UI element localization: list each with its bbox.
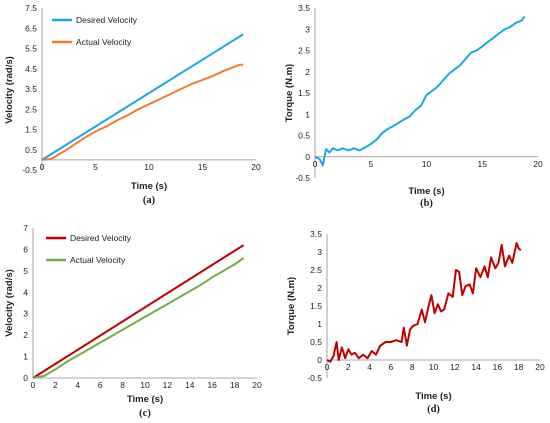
x-tick-label: 10 bbox=[429, 362, 439, 372]
y-axis-label: Velocity (rad/s) bbox=[4, 56, 15, 124]
x-axis-label: Time (s) bbox=[131, 181, 167, 192]
y-tick-label: -0.5 bbox=[22, 165, 37, 175]
x-tick-label: 6 bbox=[389, 362, 394, 372]
y-tick-label: 0 bbox=[305, 152, 310, 162]
x-tick-label: 4 bbox=[367, 362, 372, 372]
series-line-0 bbox=[32, 244, 245, 379]
y-tick-label: 3.5 bbox=[310, 229, 322, 239]
x-tick-label: 18 bbox=[514, 362, 524, 372]
y-tick-label: 0 bbox=[317, 355, 322, 365]
figure-caption: (c) bbox=[139, 408, 151, 419]
figure-caption: (d) bbox=[427, 404, 440, 415]
y-tick-label: 3 bbox=[317, 247, 322, 257]
y-axis-label: Torque (N.m) bbox=[284, 64, 295, 122]
x-axis-label: Time (s) bbox=[415, 391, 451, 402]
x-tick-label: 0 bbox=[40, 162, 45, 172]
x-tick-label: 5 bbox=[368, 159, 373, 169]
series-line-1 bbox=[32, 257, 245, 379]
y-tick-label: 3 bbox=[23, 309, 28, 319]
x-tick-label: 18 bbox=[230, 380, 240, 390]
x-tick-label: 8 bbox=[410, 362, 415, 372]
x-tick-label: 0 bbox=[31, 380, 36, 390]
x-tick-label: 14 bbox=[471, 362, 481, 372]
y-tick-label: -0.5 bbox=[295, 173, 310, 183]
y-tick-label: 7.5 bbox=[25, 3, 37, 13]
figure-caption: (a) bbox=[143, 195, 156, 206]
x-tick-label: 2 bbox=[53, 380, 58, 390]
x-axis-label: Time (s) bbox=[408, 186, 444, 197]
y-tick-label: 3.5 bbox=[25, 84, 37, 94]
y-tick-label: 6.5 bbox=[25, 23, 37, 33]
y-tick-label: 7 bbox=[23, 223, 28, 233]
x-axis-label: Time (s) bbox=[127, 394, 163, 405]
legend-label: Desired Velocity bbox=[70, 233, 132, 243]
x-tick-label: 20 bbox=[252, 380, 262, 390]
y-tick-label: 4.5 bbox=[25, 64, 37, 74]
chart-0: 0 5 10 15 20 -0.5 0.5 1.5 2.5 3.5 4.5 5.5 6.5 7.5 Time… bbox=[4, 3, 261, 206]
series-line-1 bbox=[41, 63, 244, 161]
y-tick-label: 0 bbox=[23, 373, 28, 383]
y-axis-label: Velocity (rad/s) bbox=[4, 269, 15, 337]
x-tick-label: 4 bbox=[75, 380, 80, 390]
y-tick-label: 1.5 bbox=[25, 125, 37, 135]
y-tick-label: 6 bbox=[23, 244, 28, 254]
y-tick-label: 5 bbox=[23, 266, 28, 276]
legend-label: Actual Velocity bbox=[70, 255, 126, 265]
x-tick-label: 2 bbox=[346, 362, 351, 372]
x-tick-label: 0 bbox=[325, 362, 330, 372]
y-tick-label: 0.5 bbox=[25, 145, 37, 155]
y-tick-label: 0.5 bbox=[310, 337, 322, 347]
x-tick-label: 12 bbox=[163, 380, 173, 390]
y-axis-label: Torque (N.m) bbox=[286, 277, 297, 335]
x-tick-label: 10 bbox=[144, 162, 154, 172]
y-tick-label: 2 bbox=[317, 283, 322, 293]
x-tick-label: 8 bbox=[120, 380, 125, 390]
x-tick-label: 20 bbox=[533, 159, 543, 169]
x-tick-label: 20 bbox=[535, 362, 545, 372]
x-tick-label: 14 bbox=[185, 380, 195, 390]
y-tick-label: 1.5 bbox=[298, 88, 310, 98]
y-tick-label: 2 bbox=[305, 67, 310, 77]
y-tick-label: 1.5 bbox=[310, 301, 322, 311]
x-tick-label: 12 bbox=[450, 362, 460, 372]
x-tick-label: 15 bbox=[198, 162, 208, 172]
y-tick-label: 1 bbox=[23, 352, 28, 362]
chart-3: 0 2 4 6 8 10 12 14 16 18 20-0.500.511.522.533.5Tim… bbox=[286, 229, 545, 415]
y-tick-label: 2.5 bbox=[310, 265, 322, 275]
legend-label: Actual Velocity bbox=[76, 37, 132, 47]
x-tick-label: 16 bbox=[493, 362, 503, 372]
y-tick-label: 0.5 bbox=[298, 131, 310, 141]
x-tick-label: 20 bbox=[251, 162, 261, 172]
x-tick-label: 10 bbox=[422, 159, 432, 169]
y-tick-label: 2.5 bbox=[25, 104, 37, 114]
y-tick-label: 5.5 bbox=[25, 44, 37, 54]
y-tick-label: -0.5 bbox=[307, 373, 322, 383]
y-tick-label: 1 bbox=[305, 109, 310, 119]
figure-caption: (b) bbox=[420, 198, 433, 209]
y-tick-label: 1 bbox=[317, 319, 322, 329]
y-tick-label: 4 bbox=[23, 287, 28, 297]
y-tick-label: 3.5 bbox=[298, 3, 310, 13]
y-tick-label: 2 bbox=[23, 330, 28, 340]
series-line-0 bbox=[326, 242, 522, 363]
x-tick-label: 16 bbox=[207, 380, 217, 390]
series-line-0 bbox=[41, 33, 244, 161]
y-tick-label: 2.5 bbox=[298, 46, 310, 56]
x-tick-label: 6 bbox=[98, 380, 103, 390]
y-tick-label: 3 bbox=[305, 24, 310, 34]
x-tick-label: 5 bbox=[93, 162, 98, 172]
series-line-0 bbox=[314, 15, 526, 167]
x-tick-label: 15 bbox=[478, 159, 488, 169]
legend-label: Desired Velocity bbox=[76, 15, 138, 25]
x-tick-label: 0 bbox=[313, 159, 318, 169]
x-tick-label: 10 bbox=[140, 380, 150, 390]
